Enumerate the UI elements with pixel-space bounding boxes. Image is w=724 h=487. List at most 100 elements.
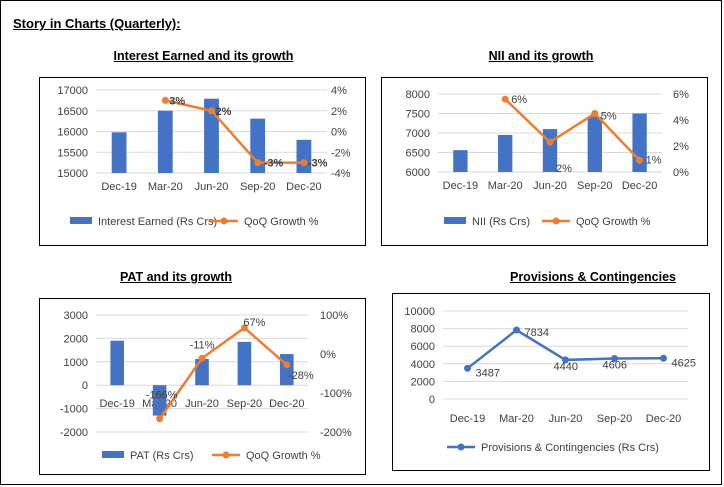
legend-label: Provisions & Contingencies (Rs Crs) <box>481 442 659 454</box>
data-label: 1% <box>646 154 662 166</box>
x-tick-label: Jun-20 <box>549 413 583 425</box>
y2-tick-label: -4% <box>331 168 351 180</box>
y-tick-label: 6500 <box>406 148 430 160</box>
data-point <box>546 138 554 146</box>
data-point <box>611 354 618 362</box>
x-tick-label: Jun-20 <box>185 398 219 410</box>
legend-swatch <box>444 217 466 224</box>
legend-marker <box>222 451 230 459</box>
data-label: 3% <box>169 95 185 107</box>
legend-label: NII (Rs Crs) <box>472 216 530 228</box>
y-tick-label: 15500 <box>57 147 88 159</box>
provisions-chart-panel: 10000 8000 6000 4000 2000 0 Dec-19 Mar-20 Jun-20… <box>392 293 710 471</box>
data-point <box>198 354 206 362</box>
legend-marker <box>220 217 228 225</box>
y-tick-label: 17000 <box>57 85 88 97</box>
bar <box>587 116 602 172</box>
series-line <box>504 98 641 162</box>
y2-tick-label: 6% <box>673 89 689 101</box>
y-tick-label: -2000 <box>60 427 88 439</box>
interest-chart-title: Interest Earned and its growth <box>113 49 294 63</box>
y-tick-label: 4000 <box>411 359 435 371</box>
y2-tick-label: 2% <box>673 141 689 153</box>
bar <box>204 98 219 173</box>
bar <box>111 132 127 173</box>
x-tick-label: Dec-20 <box>286 181 321 193</box>
y2-tick-label: 0% <box>331 127 347 139</box>
data-point <box>501 95 509 103</box>
data-point <box>636 156 644 164</box>
legend-label: QoQ Growth % <box>246 450 321 462</box>
data-point <box>161 96 169 104</box>
x-tick-label: Dec-19 <box>99 398 134 410</box>
x-tick-label: Mar-20 <box>148 181 183 193</box>
y-tick-label: 0 <box>82 380 88 392</box>
y2-tick-label: -2% <box>331 147 351 159</box>
y2-tick-label: -200% <box>320 427 352 439</box>
data-label: 2% <box>556 163 572 175</box>
bar <box>498 134 513 172</box>
data-label: 5% <box>601 111 617 123</box>
interest-chart: 17000 16500 16000 15500 15000 4% 2% 0% -2% -4% Dec… <box>57 85 351 228</box>
bar <box>237 341 252 386</box>
bar <box>157 110 173 173</box>
data-point <box>240 324 248 332</box>
data-label: -166% <box>146 390 178 402</box>
y-tick-label: 7000 <box>406 128 430 140</box>
data-label: -3% <box>264 158 284 170</box>
data-point <box>591 110 599 117</box>
y-tick-label: 1000 <box>64 357 88 369</box>
data-label: 6% <box>511 94 527 106</box>
data-point <box>208 107 215 115</box>
y-tick-label: 2000 <box>411 376 435 388</box>
bar <box>195 358 209 386</box>
data-label: -3% <box>308 158 328 170</box>
nii-chart-title: NII and its growth <box>488 49 594 63</box>
data-label: 7834 <box>525 327 549 339</box>
x-tick-label: Dec-19 <box>101 181 136 193</box>
data-point <box>156 415 164 423</box>
y-tick-label: 8000 <box>411 324 435 336</box>
y-tick-label: 15000 <box>57 168 88 180</box>
x-tick-label: Sep-20 <box>240 181 275 193</box>
legend-swatch <box>70 217 92 224</box>
series-line <box>158 326 288 420</box>
x-tick-label: Jun-20 <box>533 180 567 192</box>
x-tick-label: Dec-20 <box>646 413 681 425</box>
bar <box>453 150 468 172</box>
legend-label: QoQ Growth % <box>244 216 319 228</box>
data-point <box>300 159 308 167</box>
bar <box>110 340 124 386</box>
y-tick-label: 0 <box>429 394 435 406</box>
legend-marker <box>552 217 560 225</box>
y2-tick-label: 4% <box>673 115 689 127</box>
y2-tick-label: 2% <box>331 106 347 118</box>
y-tick-label: 8000 <box>406 89 430 101</box>
nii-chart-panel: 8000 7500 7000 6500 6000 6% 4% 2% 0% Dec-19 Mar-20… <box>381 77 708 246</box>
interest-chart-panel: 17000 16500 16000 15500 15000 4% 2% 0% -2% -4% Dec… <box>39 77 366 246</box>
x-tick-label: Sep-20 <box>227 398 262 410</box>
provisions-chart: 10000 8000 6000 4000 2000 0 Dec-19 Mar-20 Jun-20… <box>404 306 696 454</box>
y2-tick-label: -100% <box>320 388 352 400</box>
data-point <box>464 364 471 372</box>
x-tick-label: Sep-20 <box>597 413 632 425</box>
y-tick-label: -1000 <box>60 404 88 416</box>
x-tick-label: Dec-19 <box>443 180 478 192</box>
legend-marker <box>457 443 465 451</box>
pat-chart: 3000 2000 1000 0 -1000 -2000 100% 0% -100% -200% D… <box>60 310 352 462</box>
data-label: -28% <box>288 370 314 382</box>
data-point <box>660 354 667 362</box>
nii-chart: 8000 7500 7000 6500 6000 6% 4% 2% 0% Dec-19 Mar-20… <box>406 89 690 228</box>
x-tick-label: Dec-20 <box>622 180 657 192</box>
y-tick-label: 6000 <box>411 341 435 353</box>
data-label: 2% <box>216 106 232 118</box>
provisions-chart-title: Provisions & Contingencies <box>509 270 676 284</box>
x-tick-label: Sep-20 <box>577 180 612 192</box>
bar <box>152 385 167 416</box>
y-tick-label: 16000 <box>57 127 88 139</box>
y-tick-label: 3000 <box>64 310 88 322</box>
pat-chart-panel: 3000 2000 1000 0 -1000 -2000 100% 0% -100% -200% D… <box>39 298 366 475</box>
data-label: 3487 <box>476 367 500 379</box>
y-tick-label: 7500 <box>406 109 430 121</box>
data-label: -11% <box>190 339 215 351</box>
